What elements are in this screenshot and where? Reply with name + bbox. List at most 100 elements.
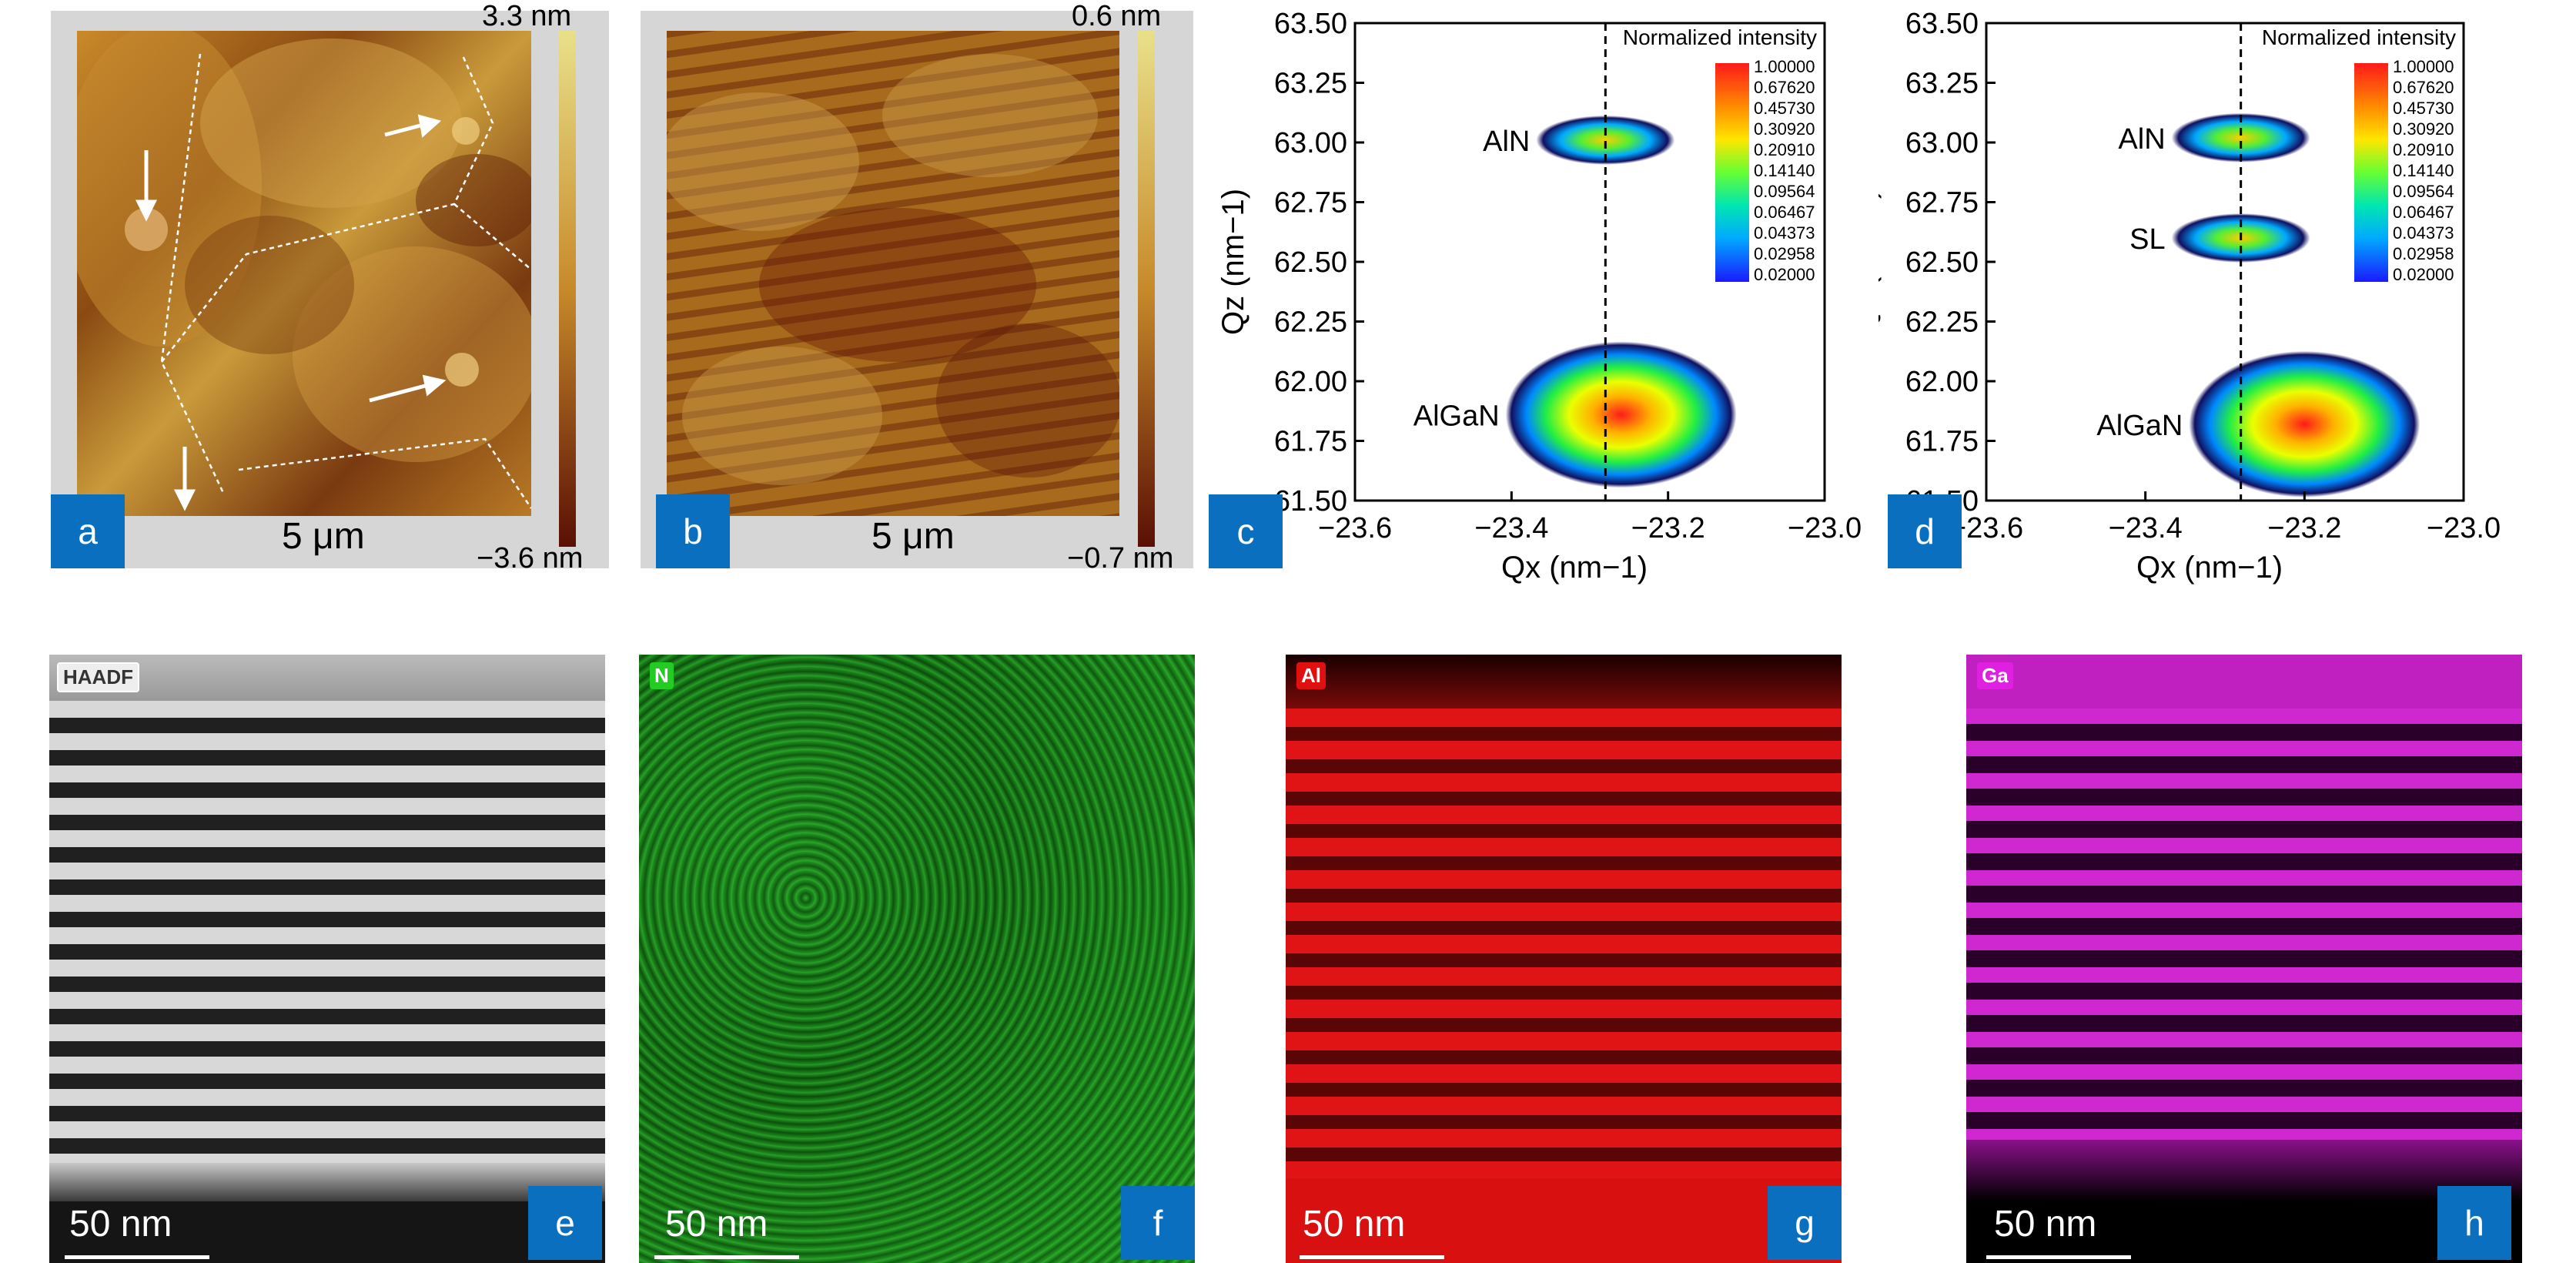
y-tick-label-d: 62.25 bbox=[1905, 307, 1979, 339]
eds-map-al-g: Al 50 nm g bbox=[1286, 655, 1842, 1263]
eds-map-n-f: N 50 nm f bbox=[639, 655, 1195, 1263]
x-tick-label-c: −23.0 bbox=[1788, 512, 1862, 544]
y-tick-label-d: 63.50 bbox=[1905, 8, 1979, 40]
scale-label-b: 5 μm bbox=[871, 516, 955, 557]
y-tick-label-d: 63.25 bbox=[1905, 68, 1979, 100]
panel-tag-a: a bbox=[51, 494, 125, 568]
legend-value-c: 0.04373 bbox=[1754, 223, 1815, 243]
y-tick-label-c: 62.25 bbox=[1274, 307, 1347, 339]
legend-value-d: 0.02000 bbox=[2393, 265, 2454, 284]
afm-panel-b: 0.6 nm −0.7 nm 5 μm b bbox=[641, 0, 1193, 575]
panel-tag-c: c bbox=[1209, 494, 1283, 568]
legend-value-d: 0.30920 bbox=[2393, 119, 2454, 139]
min-height-label-a: −3.6 nm bbox=[477, 542, 584, 575]
panel-tag-e: e bbox=[528, 1186, 602, 1260]
scale-bar-h bbox=[1986, 1255, 2131, 1259]
legend-value-d: 0.06467 bbox=[2393, 203, 2454, 222]
legend-value-d: 1.00000 bbox=[2393, 57, 2454, 76]
peak-blob-algan-c bbox=[1505, 341, 1737, 488]
element-tag-g: Al bbox=[1296, 662, 1326, 689]
peak-blob-aln-d bbox=[2171, 112, 2310, 162]
haadf-panel-e: HAADF 50 nm e bbox=[49, 655, 605, 1263]
peak-blob-algan-d bbox=[2189, 350, 2420, 497]
panel-tag-h: h bbox=[2437, 1186, 2511, 1260]
legend-value-c: 0.02958 bbox=[1754, 244, 1815, 263]
legend-colorbar-d bbox=[2354, 63, 2388, 282]
y-tick-label-c: 61.75 bbox=[1274, 426, 1347, 458]
legend-value-d: 0.04373 bbox=[2393, 223, 2454, 243]
afm-image-a bbox=[77, 31, 531, 516]
peak-label-aln-c: AlN bbox=[1483, 126, 1530, 158]
legend-value-d: 0.67620 bbox=[2393, 78, 2454, 97]
max-height-label-b: 0.6 nm bbox=[1072, 0, 1162, 32]
legend-value-d: 0.45730 bbox=[2393, 99, 2454, 118]
panel-tag-g: g bbox=[1768, 1186, 1842, 1260]
element-tag-e: HAADF bbox=[57, 662, 139, 692]
legend-value-c: 0.45730 bbox=[1754, 99, 1815, 118]
y-tick-label-c: 61.50 bbox=[1274, 485, 1347, 518]
peak-blob-aln-c bbox=[1536, 115, 1675, 165]
legend-value-c: 0.06467 bbox=[1754, 203, 1815, 222]
element-tag-h: Ga bbox=[1977, 662, 2013, 689]
y-tick-label-c: 63.25 bbox=[1274, 68, 1347, 100]
legend-value-c: 0.02000 bbox=[1754, 265, 1815, 284]
x-tick-label-c: −23.2 bbox=[1631, 512, 1705, 544]
legend-title-d: Normalized intensity bbox=[2262, 25, 2456, 49]
y-tick-label-d: 62.50 bbox=[1905, 246, 1979, 279]
peak-label-algan-c: AlGaN bbox=[1413, 400, 1500, 432]
scale-bar-g bbox=[1300, 1255, 1444, 1259]
x-tick-label-d: −23.2 bbox=[2267, 512, 2341, 544]
y-tick-label-c: 62.50 bbox=[1274, 246, 1347, 279]
color-scale-bar-b bbox=[1138, 31, 1155, 547]
y-axis-label-c: Qz (nm−1) bbox=[1216, 189, 1250, 335]
rsm-chart-d: AlN SL AlGaN 63.50 63.25 63.00 62.75 62.50 62.25… bbox=[1878, 8, 2501, 585]
element-tag-f: N bbox=[650, 662, 674, 689]
afm-panel-a: 3.3 nm −3.6 nm 5 μm a bbox=[51, 0, 609, 575]
panel-tag-f: f bbox=[1121, 1186, 1195, 1260]
rsm-chart-c: AlN AlGaN 63.50 63.25 63.00 62.75 62.50 62.25 62… bbox=[1216, 8, 1862, 585]
scale-label-h: 50 nm bbox=[1994, 1204, 2097, 1245]
afm-image-b bbox=[667, 31, 1119, 516]
x-tick-label-d: −23.4 bbox=[2109, 512, 2183, 544]
scale-bar-e bbox=[65, 1255, 209, 1259]
legend-value-c: 0.09564 bbox=[1754, 182, 1815, 201]
legend-value-c: 0.20910 bbox=[1754, 140, 1815, 159]
legend-colorbar-c bbox=[1715, 63, 1749, 282]
y-tick-label-c: 63.50 bbox=[1274, 8, 1347, 40]
y-tick-label-c: 62.00 bbox=[1274, 366, 1347, 398]
panel-tag-b: b bbox=[656, 494, 730, 568]
y-tick-label-d: 63.00 bbox=[1905, 127, 1979, 159]
legend-value-c: 1.00000 bbox=[1754, 57, 1815, 76]
legend-value-c: 0.30920 bbox=[1754, 119, 1815, 139]
y-tick-label-c: 63.00 bbox=[1274, 127, 1347, 159]
legend-value-d: 0.02958 bbox=[2393, 244, 2454, 263]
y-tick-label-d: 62.00 bbox=[1905, 366, 1979, 398]
scale-label-e: 50 nm bbox=[69, 1204, 172, 1245]
peak-label-aln-d: AlN bbox=[2118, 123, 2165, 156]
x-tick-label-c: −23.4 bbox=[1474, 512, 1548, 544]
y-tick-label-d: 61.75 bbox=[1905, 426, 1979, 458]
peak-label-sl-d: SL bbox=[2129, 223, 2165, 256]
min-height-label-b: −0.7 nm bbox=[1067, 542, 1174, 575]
y-tick-label-c: 62.75 bbox=[1274, 187, 1347, 219]
max-height-label-a: 3.3 nm bbox=[482, 0, 572, 32]
legend-value-d: 0.14140 bbox=[2393, 161, 2454, 180]
legend-value-c: 0.67620 bbox=[1754, 78, 1815, 97]
scale-label-g: 50 nm bbox=[1303, 1204, 1406, 1245]
y-tick-label-d: 62.75 bbox=[1905, 187, 1979, 219]
x-tick-label-c: −23.6 bbox=[1318, 512, 1392, 544]
scale-label-f: 50 nm bbox=[665, 1204, 768, 1245]
x-axis-label-d: Qx (nm−1) bbox=[2136, 551, 2283, 585]
scale-label-a: 5 μm bbox=[282, 516, 365, 557]
legend-title-c: Normalized intensity bbox=[1623, 25, 1817, 49]
x-axis-label-c: Qx (nm−1) bbox=[1501, 551, 1648, 585]
legend-value-d: 0.09564 bbox=[2393, 182, 2454, 201]
eds-map-ga-h: Ga 50 nm h bbox=[1966, 655, 2522, 1263]
color-scale-bar-a bbox=[559, 31, 576, 547]
legend-value-c: 0.14140 bbox=[1754, 161, 1815, 180]
x-tick-label-d: −23.0 bbox=[2427, 512, 2501, 544]
peak-label-algan-d: AlGaN bbox=[2096, 410, 2183, 442]
y-axis-label-d: Qz (nm−1) bbox=[1878, 189, 1882, 335]
legend-value-d: 0.20910 bbox=[2393, 140, 2454, 159]
scale-bar-f bbox=[654, 1255, 799, 1259]
